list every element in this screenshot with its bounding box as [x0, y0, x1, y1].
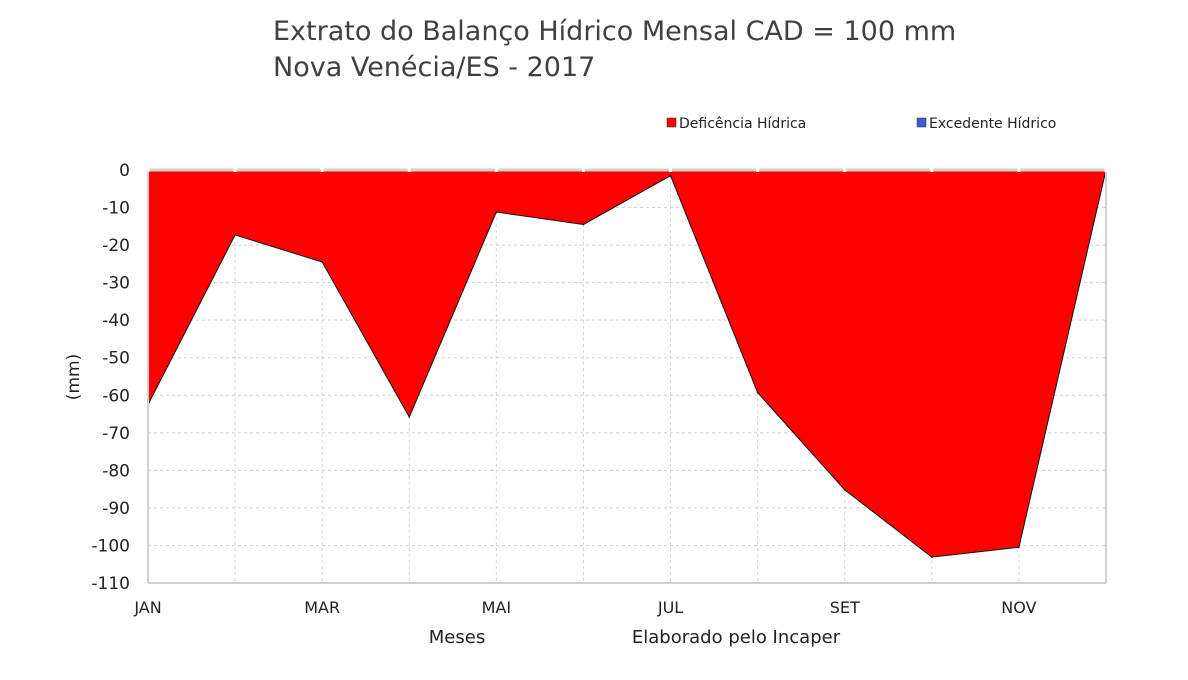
y-tick-label-3: -30 [102, 274, 130, 294]
data-point-0-3 [408, 416, 411, 418]
series-area-0 [148, 170, 1106, 558]
data-point-0-10 [1018, 546, 1020, 549]
x-tick-labels: JAN MAR MAI JUL SET NOV [133, 598, 1036, 617]
x-tick-mark-4 [494, 168, 498, 172]
x-tick-mark-11 [1104, 168, 1108, 172]
x-axis-title: Meses [429, 627, 485, 648]
data-point-0-6 [669, 174, 672, 177]
y-tick-label-6: -60 [102, 386, 130, 406]
y-tick-label-7: -70 [102, 424, 130, 444]
x-tick-mark-3 [407, 168, 411, 172]
series-outline-0 [147, 169, 1107, 558]
x-tick-label-4: MAI [482, 598, 511, 617]
y-tick-label-1: -10 [102, 199, 130, 219]
y-tick-label-11: -110 [91, 574, 130, 594]
y-tick-labels: 0 -10 -20 -30 -40 -50 -60 -70 -80 -90 -100 -110 [91, 161, 130, 594]
x-tick-label-10: NOV [1001, 598, 1036, 617]
data-point-0-8 [843, 489, 846, 491]
data-point-0-4 [495, 211, 498, 213]
chart-title-line-1: Extrato do Balanço Hídrico Mensal CAD = … [273, 16, 957, 47]
legend-label-surplus: Excedente Hídrico [929, 116, 1056, 132]
x-tick-label-8: SET [830, 598, 860, 617]
x-tick-mark-2 [320, 168, 324, 172]
x-tick-mark-10 [1017, 168, 1021, 172]
legend-label-deficit: Deficência Hídrica [679, 116, 806, 132]
legend-item-surplus: Excedente Hídrico [916, 116, 1056, 132]
y-tick-label-8: -80 [102, 461, 130, 481]
legend-swatch-surplus [916, 117, 927, 128]
y-tick-label-10: -100 [91, 536, 130, 556]
x-tick-mark-9 [930, 168, 934, 172]
x-tick-label-6: JUL [657, 598, 683, 617]
x-tick-mark-0 [146, 168, 150, 172]
x-tick-mark-8 [843, 168, 847, 172]
y-tick-label-4: -40 [102, 311, 130, 331]
chart-title-line-2: Nova Venécia/ES - 2017 [273, 52, 596, 83]
legend-swatch-deficit [666, 117, 677, 128]
x-tick-label-2: MAR [304, 598, 340, 617]
axes [146, 168, 1108, 584]
x-tick-mark-1 [233, 168, 237, 172]
y-tick-label-5: -50 [102, 349, 130, 369]
x-tick-mark-6 [669, 168, 673, 172]
legend: Deficência Hídrica Excedente Hídrico [666, 116, 1056, 132]
data-point-0-1 [234, 234, 236, 236]
x-tick-label-0: JAN [133, 598, 161, 617]
y-tick-label-0: 0 [119, 161, 130, 181]
y-tick-label-9: -90 [102, 499, 130, 519]
y-tick-label-2: -20 [102, 236, 130, 256]
credit-text: Elaborado pelo Incaper [632, 627, 841, 648]
x-tick-mark-7 [756, 168, 760, 172]
x-tick-mark-5 [581, 168, 585, 172]
data-point-0-2 [321, 261, 323, 263]
y-axis-title: (mm) [64, 354, 84, 400]
legend-item-deficit: Deficência Hídrica [666, 116, 806, 132]
data-point-0-5 [582, 223, 585, 226]
data-point-0-7 [756, 391, 759, 394]
data-point-0-9 [931, 556, 933, 558]
